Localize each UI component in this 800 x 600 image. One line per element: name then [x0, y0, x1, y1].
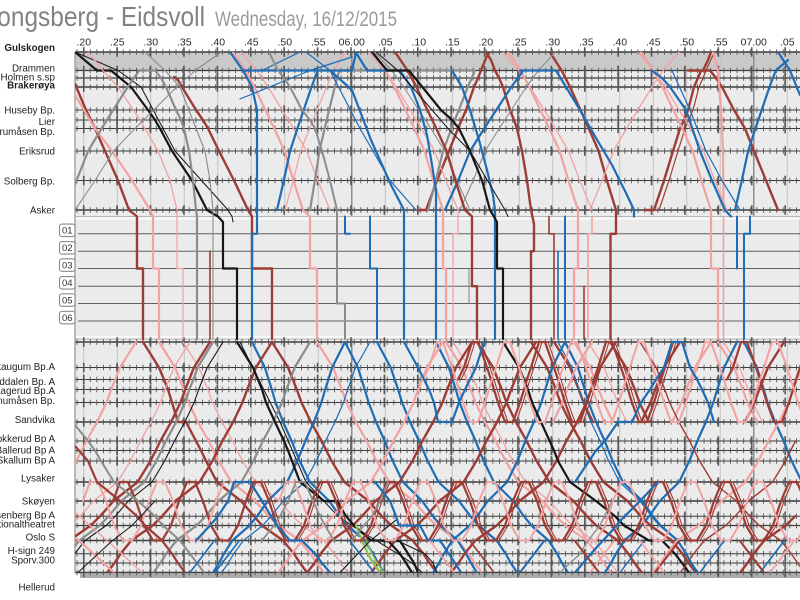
svg-text:Oslo S: Oslo S	[26, 532, 56, 543]
svg-text:03: 03	[62, 260, 73, 271]
svg-text:Sandvika: Sandvika	[15, 415, 56, 426]
svg-text:.05: .05	[780, 37, 795, 49]
svg-text:Lysaker: Lysaker	[21, 474, 56, 485]
svg-text:.50: .50	[679, 37, 694, 49]
svg-text:.40: .40	[612, 37, 627, 49]
svg-text:Ballerud Bp A: Ballerud Bp A	[0, 445, 55, 456]
svg-text:Skøyen: Skøyen	[22, 496, 55, 507]
svg-text:05: 05	[62, 295, 73, 306]
svg-text:06.00: 06.00	[339, 37, 365, 49]
svg-text:01: 01	[62, 226, 73, 237]
svg-text:Eriksrud: Eriksrud	[19, 147, 55, 158]
svg-text:.15: .15	[445, 37, 460, 49]
svg-text:.45: .45	[244, 37, 259, 49]
svg-text:Holmen s.sp: Holmen s.sp	[1, 73, 56, 84]
svg-text:.30: .30	[545, 37, 560, 49]
svg-text:.35: .35	[579, 37, 594, 49]
svg-text:.25: .25	[512, 37, 527, 49]
svg-text:.25: .25	[110, 37, 125, 49]
svg-text:.10: .10	[411, 37, 426, 49]
svg-text:Rosenberg Bp A: Rosenberg Bp A	[0, 511, 55, 522]
svg-text:Drammen: Drammen	[12, 64, 55, 75]
svg-text:.20: .20	[76, 37, 91, 49]
svg-text:06: 06	[62, 313, 73, 324]
svg-text:Kokkerud Bp A: Kokkerud Bp A	[0, 434, 55, 445]
svg-text:07.00: 07.00	[741, 37, 767, 49]
svg-text:Sørumåsen Bp.: Sørumåsen Bp.	[0, 127, 55, 138]
svg-text:.20: .20	[478, 37, 493, 49]
svg-text:.30: .30	[143, 37, 158, 49]
svg-text:Tanumåsen Bp.: Tanumåsen Bp.	[0, 396, 55, 407]
svg-text:H-sign 249: H-sign 249	[8, 546, 55, 557]
svg-text:.55: .55	[311, 37, 326, 49]
svg-text:Hellerud: Hellerud	[19, 583, 56, 594]
svg-text:Staddalen Bp. A: Staddalen Bp. A	[0, 377, 55, 388]
svg-text:Asker: Asker	[30, 206, 56, 217]
svg-text:Nationaltheatret: Nationaltheatret	[0, 520, 55, 531]
svg-text:.05: .05	[378, 37, 393, 49]
svg-text:.45: .45	[646, 37, 661, 49]
svg-text:Gulskogen: Gulskogen	[4, 43, 55, 54]
svg-text:Huseby Bp.: Huseby Bp.	[4, 105, 55, 116]
svg-text:02: 02	[62, 243, 73, 254]
svg-text:Lagerud Bp.A: Lagerud Bp.A	[0, 386, 55, 397]
svg-text:Skaugum Bp.A: Skaugum Bp.A	[0, 362, 55, 373]
svg-text:.55: .55	[713, 37, 728, 49]
svg-text:Solberg Bp.: Solberg Bp.	[4, 176, 55, 187]
svg-text:.40: .40	[210, 37, 225, 49]
svg-text:Kongsberg - Eidsvoll: Kongsberg - Eidsvoll	[0, 1, 205, 32]
svg-text:Wednesday, 16/12/2015: Wednesday, 16/12/2015	[215, 8, 397, 31]
svg-text:04: 04	[62, 278, 73, 289]
svg-text:.35: .35	[177, 37, 192, 49]
svg-text:.50: .50	[277, 37, 292, 49]
svg-text:Lier: Lier	[39, 117, 56, 128]
svg-text:Brakerøya: Brakerøya	[7, 80, 55, 91]
svg-text:Sporv.300: Sporv.300	[11, 556, 55, 567]
svg-text:Skallum Bp A: Skallum Bp A	[0, 456, 55, 467]
